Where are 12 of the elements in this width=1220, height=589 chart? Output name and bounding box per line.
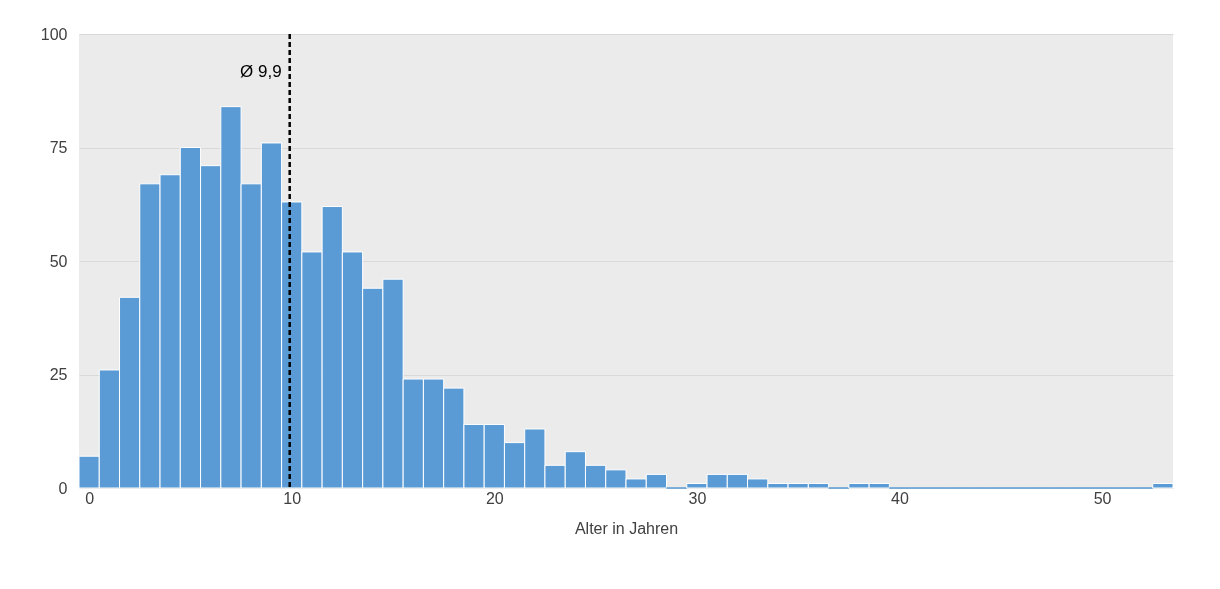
x-tick-label: 40 xyxy=(891,489,909,507)
y-tick-label: 100 xyxy=(40,25,68,43)
ref-line-label: Ø 9,9 xyxy=(240,62,282,81)
y-tick-label: 25 xyxy=(49,366,68,383)
y-tick-label: 50 xyxy=(49,252,68,270)
x-tick-label: 0 xyxy=(85,489,95,507)
x-tick-label: 20 xyxy=(485,489,504,507)
y-tick-label: 75 xyxy=(49,139,68,156)
x-tick-label: 50 xyxy=(1093,489,1112,507)
x-axis-title: Alter in Jahren xyxy=(574,519,679,537)
x-tick-label: 30 xyxy=(688,489,707,507)
x-tick-label: 10 xyxy=(283,489,302,507)
